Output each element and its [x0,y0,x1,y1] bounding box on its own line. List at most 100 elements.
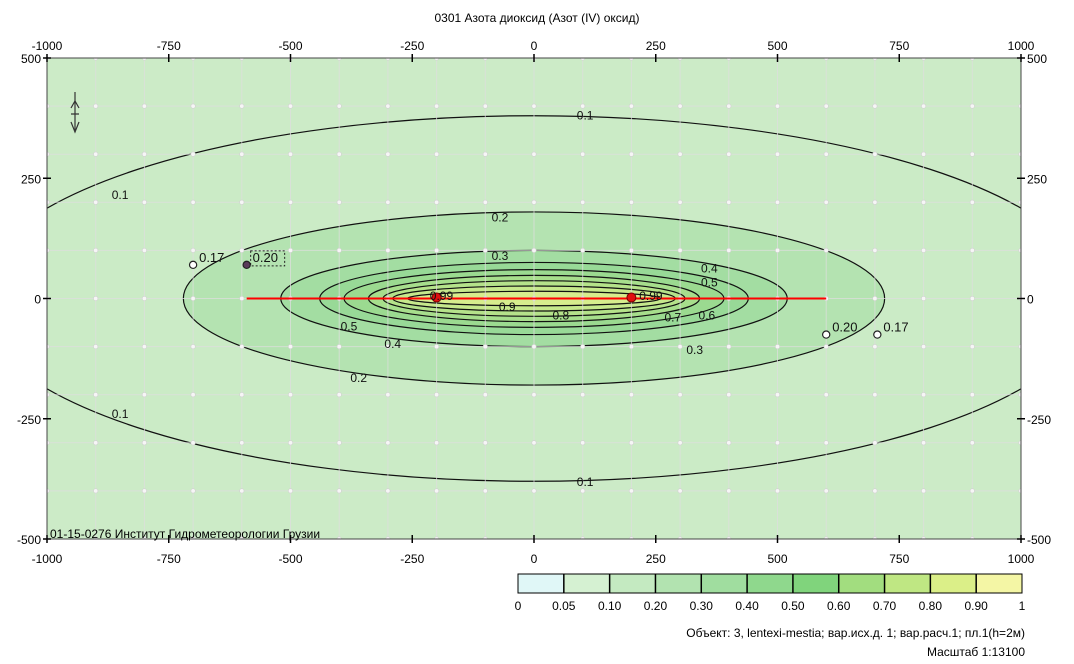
grid-node [385,488,391,494]
grid-node [93,151,99,157]
grid-node [921,295,927,301]
grid-node [677,103,683,109]
legend-break-label: 0.70 [873,599,897,613]
grid-node [385,151,391,157]
grid-node [190,440,196,446]
grid-node [482,58,488,61]
grid-node [141,151,147,157]
grid-node [336,247,342,253]
grid-node [774,488,780,494]
grid-node [726,488,732,494]
x-tick-label-top: 0 [531,39,538,53]
axes: -1000 -1000 -750 -750 -500 -500 -250 -250 0 0 250 2… [17,39,1051,566]
grid-node [580,344,586,350]
grid-node [969,103,975,109]
grid-node [774,103,780,109]
grid-node [726,151,732,157]
grid-node [93,392,99,398]
grid-node [287,488,293,494]
y-tick-label-left: 250 [21,172,41,186]
y-tick-label-right: -250 [1027,413,1051,427]
y-tick-label-left: 500 [21,52,41,66]
grid-node [580,199,586,205]
grid-node [141,392,147,398]
grid-node [239,58,245,61]
grid-node [434,199,440,205]
grid-node [287,103,293,109]
legend-break-label: 0.90 [965,599,989,613]
calc-point [822,330,831,339]
grid-node [239,247,245,253]
calc-point-box [250,250,286,267]
grid-node [872,58,878,61]
grid-node [47,151,50,157]
grid-node [823,151,829,157]
grid-node [969,247,975,253]
grid-node [336,151,342,157]
contour-label: 0.99 [639,289,663,303]
y-tick-label-right: 500 [1027,52,1047,66]
grid-node [969,151,975,157]
grid-node [47,199,50,205]
legend-swatch [930,574,977,593]
grid-node [287,247,293,253]
grid-node [628,440,634,446]
grid-node [921,58,927,61]
grid-node [482,151,488,157]
contour-label: 0.3 [686,343,703,357]
grid-node [336,199,342,205]
legend-border [517,573,1023,594]
grid-node [482,199,488,205]
grid-node [434,58,440,61]
x-tick-label-bottom: 500 [767,552,787,566]
grid-node [47,392,50,398]
x-tick-label-bottom: -750 [157,552,181,566]
grid-node [921,344,927,350]
contour-label: 0.2 [492,211,509,225]
calc-point-label: 0.20 [253,250,278,265]
legend-break-label: 0.40 [735,599,759,613]
grid-node [531,392,537,398]
grid-node [921,440,927,446]
x-tick-label-top: -500 [278,39,302,53]
grid-node [141,247,147,253]
grid-node [336,103,342,109]
grid-node [336,344,342,350]
grid-node [921,488,927,494]
grid-node [93,103,99,109]
grid-node [531,440,537,446]
legend-swatch [609,574,656,593]
grid-node [287,440,293,446]
legend-swatch [792,574,839,593]
grid-node [969,58,975,61]
grid-node [628,103,634,109]
grid-node [677,392,683,398]
grid-node [628,488,634,494]
grid-node [141,440,147,446]
grid-node [93,488,99,494]
north-arrow-icon [70,92,80,134]
legend-swatch [838,574,885,593]
grid-node [141,488,147,494]
grid-node [969,392,975,398]
grid-node [482,488,488,494]
legend-swatch [884,574,931,593]
contour-label: 0.6 [699,308,716,322]
grid-node [190,247,196,253]
grid-node [385,103,391,109]
y-tick-label-left: 0 [34,293,41,307]
grid-node [141,199,147,205]
grid-node [141,295,147,301]
grid-node [531,344,537,350]
contour-label: 0.99 [430,289,454,303]
contour-label: 0.9 [499,300,516,314]
grid-node [823,247,829,253]
grid-node [677,488,683,494]
grid-node [190,295,196,301]
grid-node [93,199,99,205]
grid-node [93,58,99,61]
x-tick-label-bottom: 1000 [1008,552,1035,566]
grid-node [434,151,440,157]
grid-node [336,392,342,398]
chart-title: 0301 Азота диоксид (Азот (IV) оксид) [434,11,639,25]
